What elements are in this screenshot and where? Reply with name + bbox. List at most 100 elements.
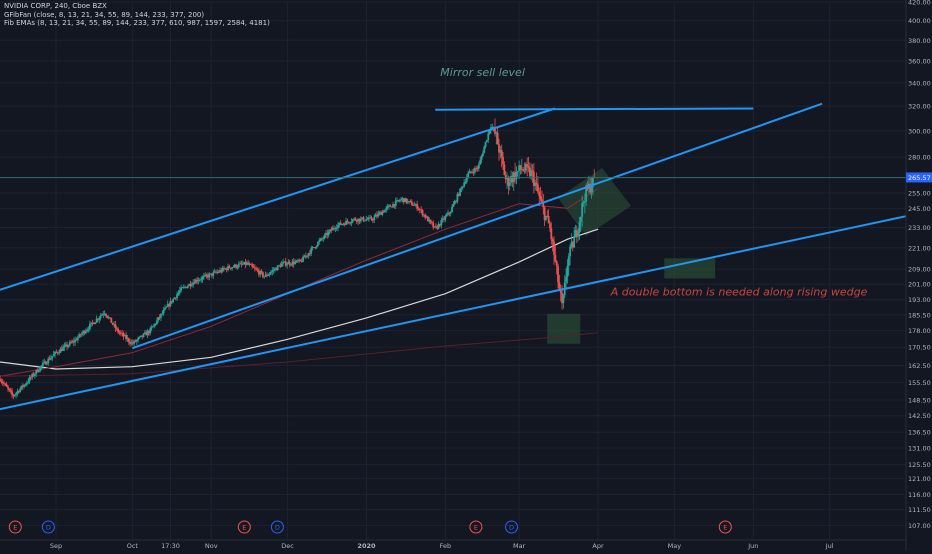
candle-body [447, 212, 449, 215]
candle-body [129, 341, 132, 344]
candle-body [541, 199, 543, 203]
candle-body [102, 313, 105, 315]
candle-body [526, 164, 529, 167]
candle-body [571, 242, 574, 248]
candle-body [193, 282, 196, 284]
candle-body [263, 276, 266, 278]
candle-body [373, 216, 376, 221]
candle-body [130, 342, 133, 344]
candle-body [401, 198, 404, 200]
candle-body [135, 339, 138, 342]
candle-body [63, 345, 66, 348]
candle-body [542, 202, 545, 208]
candle-body [262, 272, 264, 277]
candle-body [82, 331, 85, 334]
candle-body [347, 221, 350, 223]
candle-body [443, 218, 445, 220]
candle-body [16, 391, 19, 394]
candle-body [400, 199, 402, 201]
candle-body [207, 275, 209, 278]
candle-body [51, 356, 54, 358]
x-tick-label: Sep [50, 542, 62, 550]
candle-body [486, 139, 488, 142]
event-label: E [474, 524, 478, 532]
candle-body [483, 146, 486, 154]
candle-body [412, 205, 415, 207]
candle-body [453, 201, 456, 205]
candle-body [118, 332, 121, 333]
candle-body [296, 260, 299, 262]
candle-body [528, 167, 531, 177]
highlight-box-rotated [558, 168, 631, 236]
candle-body [221, 267, 224, 272]
candle-body [204, 274, 207, 276]
candle-body [251, 264, 254, 267]
candle-body [554, 254, 557, 262]
candle-body [315, 246, 318, 248]
candle-body [215, 271, 217, 273]
candle-body [52, 354, 55, 357]
candle-body [62, 347, 64, 351]
candle-body [308, 253, 311, 254]
candle-body [283, 261, 286, 263]
x-tick-label: Nov [205, 542, 218, 550]
candle-body [231, 267, 233, 269]
candle-body [482, 153, 484, 156]
candle-body [257, 270, 260, 275]
candle-body [126, 338, 129, 340]
candle-body [330, 229, 333, 231]
candle-body [431, 221, 433, 224]
dividend-event-icon [41, 520, 55, 534]
candle-body [292, 261, 295, 265]
candle-body [0, 380, 3, 382]
candle-body [374, 214, 377, 217]
candle-body [590, 187, 593, 193]
candle-body [87, 329, 90, 330]
candle-body [245, 262, 248, 265]
candle-body [298, 259, 301, 262]
candle-body [134, 340, 137, 342]
candle-body [448, 212, 451, 214]
candle-body [589, 183, 592, 193]
candle-body [31, 373, 34, 378]
candle-body [524, 164, 527, 171]
candle-body [473, 168, 476, 173]
candle-body [349, 222, 352, 224]
current-price-tag [906, 172, 932, 183]
candle-body [295, 260, 298, 262]
x-tick-label: Jun [747, 542, 758, 550]
candle-body [575, 230, 578, 237]
candle-body [59, 348, 62, 353]
x-tick-label: Jul [825, 542, 834, 550]
candle-body [284, 261, 287, 266]
candle-body [271, 270, 274, 272]
candle-body [154, 323, 157, 325]
candle-body [259, 271, 262, 275]
candle-body [539, 196, 542, 200]
candle-body [227, 266, 229, 271]
candle-body [377, 213, 380, 217]
candle-body [97, 318, 99, 320]
candle-body [137, 337, 140, 340]
y-tick-label: 121.00 [908, 475, 931, 483]
candle-body [520, 169, 523, 170]
candle-body [369, 217, 372, 219]
candle-body [511, 175, 514, 183]
candle-body [534, 182, 537, 186]
candle-body [274, 268, 276, 271]
candle-body [440, 219, 443, 226]
candle-body [365, 219, 368, 221]
y-tick-label: 162.50 [908, 362, 931, 370]
candle-body [71, 341, 74, 343]
candle-body [267, 274, 270, 276]
ema-line [0, 332, 599, 377]
y-tick-label: 155.50 [908, 379, 931, 387]
candle-body [173, 297, 176, 299]
x-tick-label: Dec [281, 542, 294, 550]
candle-body [147, 331, 150, 334]
candle-body [321, 238, 323, 240]
candle-body [176, 294, 178, 299]
candle-body [343, 223, 346, 225]
candle-body [471, 171, 474, 173]
